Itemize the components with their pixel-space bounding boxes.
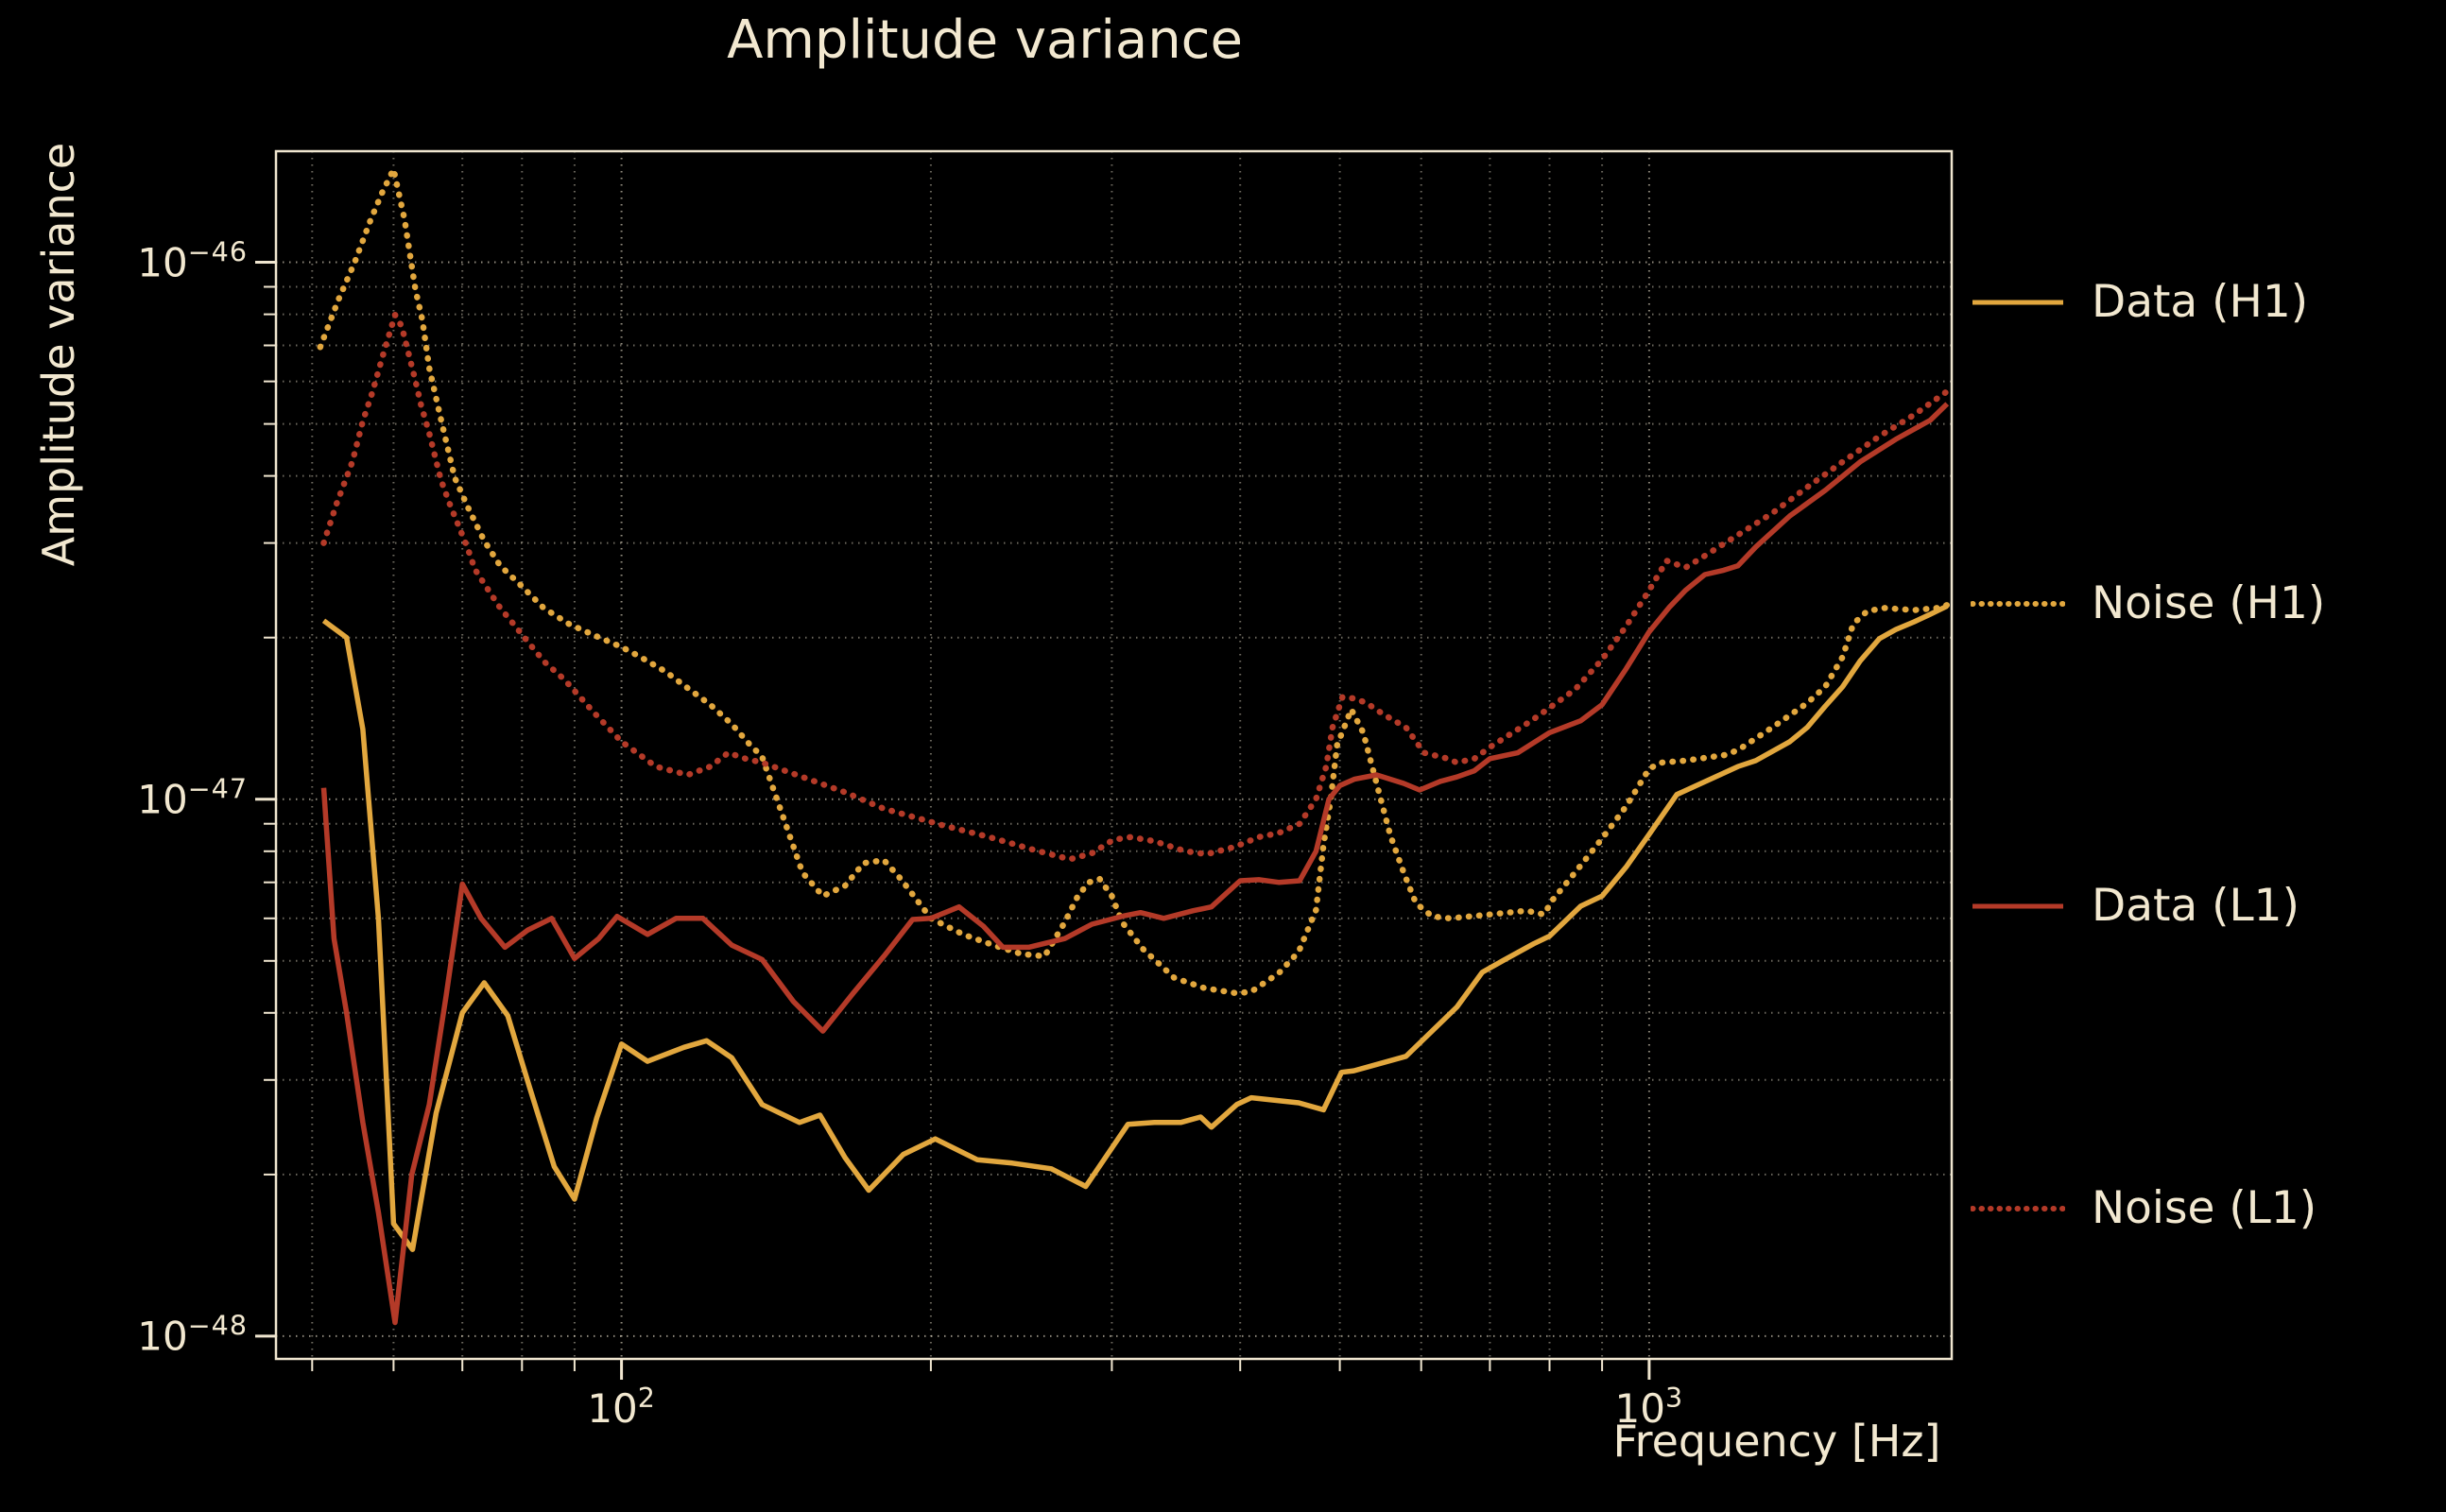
legend-item-noise_l1: Noise (L1) [1971, 1182, 2317, 1234]
series-noise_h1 [317, 165, 1951, 997]
legend-label: Noise (H1) [2092, 577, 2326, 629]
legend-label: Noise (L1) [2092, 1182, 2317, 1234]
chart-title: Amplitude variance [727, 9, 1243, 71]
series-data_h1 [321, 603, 1949, 1252]
legend-label: Data (L1) [2092, 880, 2300, 932]
x-tick-label: 103 [1614, 1382, 1684, 1432]
legend-item-noise_h1: Noise (H1) [1971, 577, 2325, 629]
y-axis-label: Amplitude variance [33, 142, 84, 567]
legend-line-sample [1971, 1205, 2065, 1211]
series-data_l1 [320, 402, 1950, 1326]
legend-line-sample [1971, 600, 2065, 607]
plot-frame [274, 149, 1954, 1361]
legend-line-sample [1972, 300, 2063, 304]
legend-item-data_l1: Data (L1) [1971, 880, 2300, 932]
x-tick-label: 102 [587, 1382, 656, 1432]
series-noise_l1 [320, 311, 1951, 863]
legend-line-sample [1972, 903, 2063, 908]
y-tick-label: 10−47 [137, 772, 248, 823]
y-tick-label: 10−48 [137, 1309, 248, 1360]
legend-item-data_h1: Data (H1) [1971, 276, 2308, 328]
y-tick-label: 10−46 [137, 235, 248, 286]
legend-label: Data (H1) [2092, 276, 2309, 328]
x-axis-label: Frequency [Hz] [1612, 1416, 1941, 1467]
